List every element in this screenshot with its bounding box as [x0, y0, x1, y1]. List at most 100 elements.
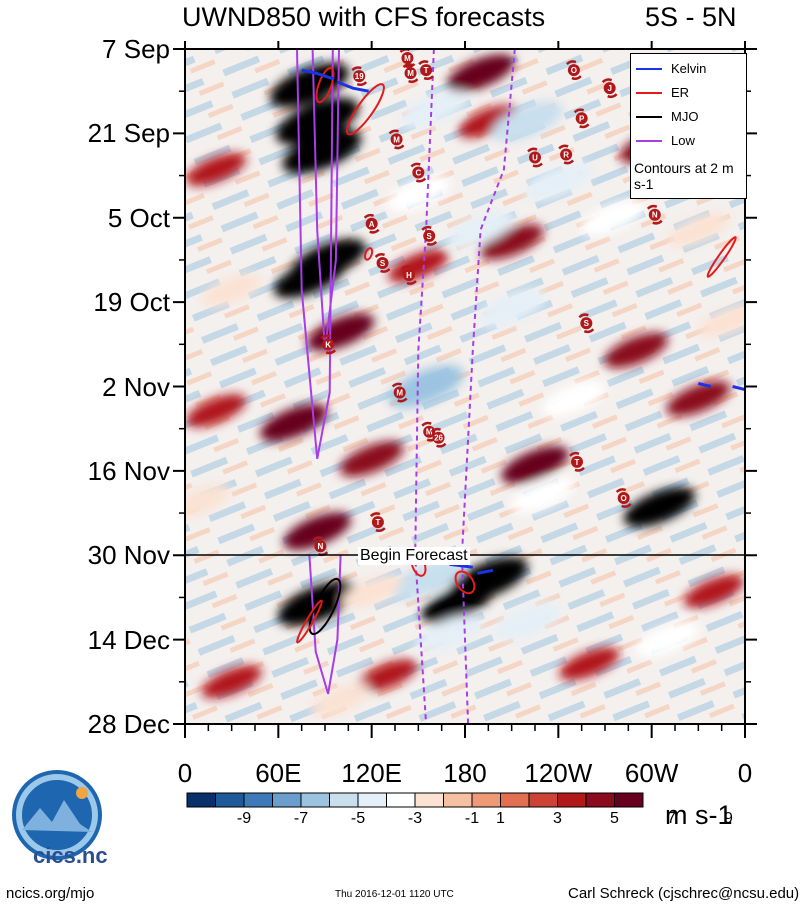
- storm-disc: [571, 455, 583, 468]
- anomaly-blob: [635, 622, 700, 658]
- storm-disc: [322, 338, 335, 351]
- kelvin-contour: [477, 568, 494, 575]
- storm-label: O: [621, 494, 627, 503]
- anomaly-blob: [310, 683, 371, 717]
- anomaly-blob: [446, 54, 515, 92]
- storm-marker: S: [421, 225, 438, 246]
- low-contour-dashed: [414, 49, 435, 724]
- y-tick-label: 19 Oct: [93, 287, 170, 318]
- storm-label: 19: [355, 72, 364, 81]
- colorbar-units: m s-1: [665, 800, 733, 830]
- storm-swirl: [370, 512, 386, 533]
- low-contour-dashed: [460, 49, 516, 724]
- storm-disc: [603, 82, 616, 95]
- storm-disc: [393, 386, 406, 399]
- kelvin-contour: [697, 382, 712, 388]
- storm-disc: [314, 540, 327, 553]
- storm-swirl: [418, 60, 434, 80]
- er-contour: [363, 247, 374, 261]
- storm-disc: [560, 148, 573, 161]
- storm-marker: M: [402, 63, 419, 84]
- y-tick-label: 21 Sep: [87, 118, 170, 149]
- storm-marker: O: [615, 488, 632, 508]
- anomaly-blob: [339, 441, 404, 477]
- colorbar-swatch: [272, 792, 302, 808]
- kelvin-contour: [336, 80, 369, 93]
- storm-swirl: [527, 147, 543, 168]
- er-contour: [296, 599, 323, 644]
- anomaly-blob: [604, 332, 669, 368]
- storm-disc: [432, 431, 445, 444]
- storm-label: A: [369, 220, 375, 229]
- logo-sun: [76, 787, 88, 799]
- storm-swirl: [578, 313, 595, 334]
- anomaly-blob: [524, 162, 593, 201]
- storm-label: 26: [434, 434, 443, 443]
- storm-marker: T: [370, 512, 386, 533]
- storm-disc: [401, 52, 414, 65]
- colorbar-swatch: [443, 792, 473, 808]
- anomaly-blob: [683, 575, 744, 608]
- colorbar-tick-label: -3: [407, 810, 423, 827]
- storm-label: S: [584, 319, 590, 328]
- colorbar-swatch: [386, 792, 416, 808]
- legend-swatch: [636, 92, 662, 94]
- anomaly-blob: [559, 647, 620, 681]
- storm-swirl: [410, 162, 427, 183]
- colorbar-tick-label: 5: [610, 810, 619, 827]
- low-contour: [311, 49, 340, 351]
- storm-label: C: [415, 169, 421, 178]
- logo-mountains: [22, 800, 92, 832]
- storm-label: N: [652, 211, 658, 220]
- colorbar-swatch: [243, 792, 273, 808]
- anomaly-blob: [510, 477, 575, 513]
- low-contour: [296, 49, 334, 459]
- storm-marker: T: [418, 60, 434, 80]
- logo-text: cics.nc: [33, 843, 108, 868]
- storm-label: S: [427, 232, 433, 241]
- logo-ring: [16, 774, 98, 856]
- legend-swatch: [636, 116, 662, 118]
- storm-swirl: [351, 66, 368, 87]
- x-tick-label: 120E: [341, 758, 403, 788]
- colorbar-swatch: [500, 792, 530, 808]
- legend-entry: MJO: [631, 108, 746, 126]
- storm-disc: [423, 425, 436, 438]
- colorbar-tick-label: 7: [667, 810, 676, 827]
- colorbar-tick-label: -9: [236, 810, 252, 827]
- anomaly-blob: [491, 101, 563, 142]
- y-tick-label: 30 Nov: [87, 540, 170, 571]
- storm-disc: [580, 317, 593, 330]
- anomaly-blob: [260, 403, 328, 442]
- anomaly-blob: [201, 273, 262, 307]
- storm-label: O: [571, 66, 577, 75]
- storm-marker: T: [569, 451, 585, 472]
- storm-marker: M: [421, 421, 438, 442]
- mjo-contour: [308, 577, 342, 636]
- storm-label: J: [607, 84, 611, 93]
- begin-forecast-label: Begin Forecast: [358, 547, 470, 565]
- colorbar-swatch: [357, 792, 387, 808]
- storm-disc: [404, 67, 417, 80]
- x-tick-label: 0: [177, 758, 193, 788]
- anomaly-blob: [390, 559, 462, 600]
- site-link[interactable]: ncics.org/mjo: [6, 885, 95, 902]
- anomaly-blob: [269, 62, 349, 108]
- storm-marker: U: [527, 147, 543, 168]
- storm-disc: [648, 208, 661, 221]
- storm-swirl: [566, 60, 582, 80]
- colorbar-swatch: [186, 792, 216, 808]
- storm-label: T: [375, 518, 380, 527]
- storm-label: M: [404, 54, 411, 63]
- storm-label: K: [325, 340, 331, 349]
- anomaly-blob: [421, 583, 493, 624]
- storm-label: T: [424, 66, 429, 75]
- anomaly-blob: [415, 614, 484, 653]
- storm-disc: [617, 491, 630, 504]
- storm-marker: P: [573, 108, 590, 129]
- storm-label: R: [563, 150, 569, 159]
- y-tick-label: 14 Dec: [87, 624, 170, 655]
- colorbar-tick-label: 3: [553, 810, 562, 827]
- storm-swirl: [388, 129, 405, 150]
